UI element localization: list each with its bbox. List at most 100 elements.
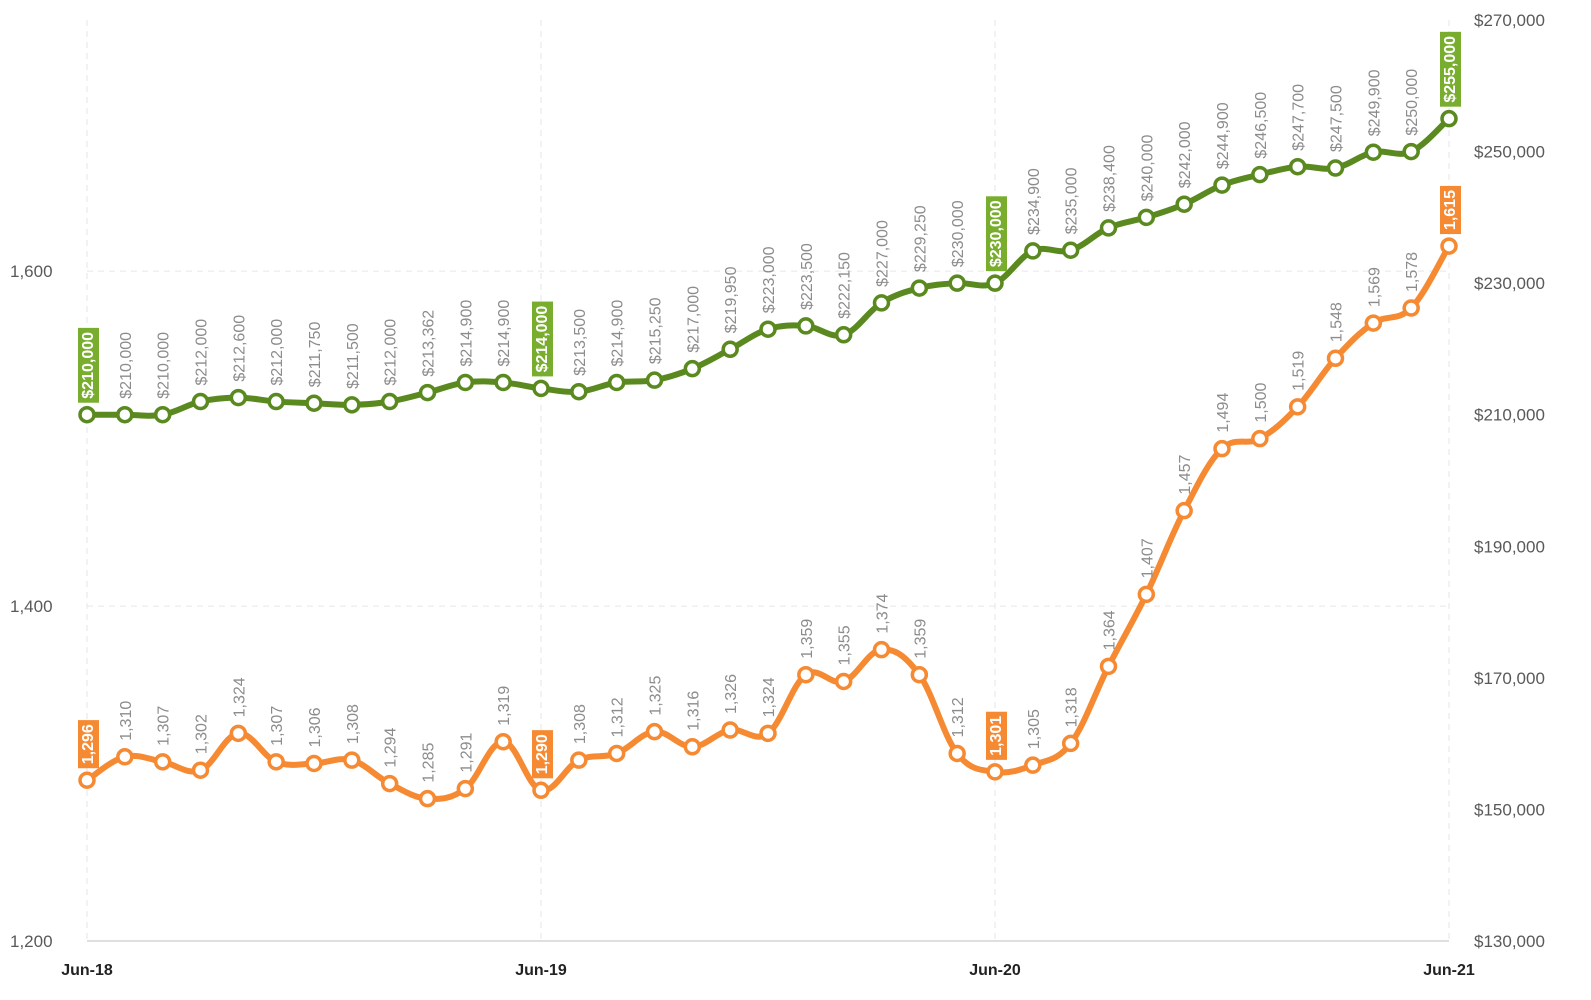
point xyxy=(116,748,134,766)
value-label: $255,000 xyxy=(1442,36,1459,103)
value-label-group: 1,306 xyxy=(307,707,324,747)
value-label: $235,000 xyxy=(1064,167,1081,234)
value-label: $211,500 xyxy=(345,323,362,389)
point xyxy=(1061,734,1080,753)
value-label-group: $211,500 xyxy=(345,323,362,389)
value-label: 1,324 xyxy=(761,677,778,717)
point xyxy=(570,751,588,769)
value-label-group: 1,319 xyxy=(496,686,513,726)
point xyxy=(986,274,1004,292)
value-label: 1,307 xyxy=(269,706,286,746)
point xyxy=(1251,165,1269,184)
point xyxy=(267,392,285,411)
value-label: 1,359 xyxy=(799,619,816,659)
value-label-group: 1,494 xyxy=(1215,393,1232,433)
value-label: 1,374 xyxy=(875,593,892,633)
point xyxy=(1137,585,1156,604)
value-label: $223,500 xyxy=(799,243,816,310)
value-label: $240,000 xyxy=(1139,135,1156,202)
value-label-group: $244,900 xyxy=(1215,102,1232,169)
value-label-group: $230,000 xyxy=(986,196,1007,272)
value-label: 1,324 xyxy=(231,677,248,717)
value-label: 1,301 xyxy=(988,716,1005,756)
value-label-group: $234,900 xyxy=(1026,168,1043,235)
point xyxy=(872,294,891,312)
point xyxy=(872,640,891,659)
value-label: 1,316 xyxy=(685,691,702,731)
value-label-group: $242,000 xyxy=(1177,121,1194,188)
value-label: $238,400 xyxy=(1102,145,1119,212)
value-label-box xyxy=(986,196,1007,272)
value-label-box xyxy=(986,711,1007,760)
value-label: 1,318 xyxy=(1064,687,1081,727)
value-label-group: $210,000 xyxy=(78,327,99,403)
value-label-group: $235,000 xyxy=(1064,167,1081,234)
point xyxy=(532,781,550,800)
point xyxy=(229,724,248,743)
y2-tick-label: $270,000 xyxy=(1474,11,1545,30)
value-label-group: 1,548 xyxy=(1329,302,1346,342)
point xyxy=(797,665,815,684)
value-label-group: $219,950 xyxy=(723,266,740,333)
point xyxy=(153,405,172,424)
value-label: 1,569 xyxy=(1366,267,1383,307)
value-label: $244,900 xyxy=(1215,102,1232,169)
point xyxy=(1288,157,1307,176)
point xyxy=(834,672,853,691)
value-label-group: 1,500 xyxy=(1253,382,1270,422)
value-label-group: 1,324 xyxy=(231,677,248,717)
value-label-group: 1,324 xyxy=(761,677,778,717)
value-label: $242,000 xyxy=(1177,121,1194,188)
value-label-group: $222,150 xyxy=(837,252,854,319)
value-label: 1,615 xyxy=(1442,190,1459,230)
y-tick-label: 1,400 xyxy=(10,597,53,616)
value-label-group: 1,294 xyxy=(383,727,400,767)
value-label-group: $230,000 xyxy=(950,200,967,267)
value-label-group: $247,500 xyxy=(1329,85,1346,152)
value-label-box xyxy=(532,730,553,779)
value-label-group: 1,457 xyxy=(1177,455,1194,495)
value-label: 1,578 xyxy=(1404,252,1421,292)
value-label: $212,600 xyxy=(231,315,248,382)
value-label-group: 1,578 xyxy=(1404,252,1421,292)
value-label-group: $213,362 xyxy=(421,310,438,377)
value-label: 1,302 xyxy=(194,714,211,754)
point xyxy=(1213,176,1231,194)
value-label-box xyxy=(532,301,553,377)
point xyxy=(191,392,210,411)
value-label-group: 1,285 xyxy=(421,743,438,783)
point xyxy=(153,753,172,771)
point xyxy=(1326,349,1345,368)
value-label-group: $210,000 xyxy=(156,332,173,399)
point xyxy=(1402,142,1420,161)
point xyxy=(305,754,323,773)
value-label-group: $215,250 xyxy=(648,297,665,364)
value-label: 1,319 xyxy=(496,686,513,726)
value-label: 1,548 xyxy=(1329,302,1346,342)
point xyxy=(1137,208,1156,227)
value-label: $247,500 xyxy=(1329,85,1346,152)
value-label-group: $217,000 xyxy=(685,286,702,353)
point xyxy=(1061,241,1080,259)
value-label: 1,494 xyxy=(1215,393,1232,433)
value-label: $214,900 xyxy=(610,300,627,367)
value-label-group: $214,900 xyxy=(458,300,475,367)
value-label: $215,250 xyxy=(648,297,665,364)
value-label-group: $247,700 xyxy=(1291,84,1308,151)
value-label-group: $214,900 xyxy=(610,300,627,367)
point xyxy=(834,326,853,344)
point xyxy=(721,721,739,739)
value-label-group: 1,290 xyxy=(532,730,553,779)
value-label: 1,500 xyxy=(1253,382,1270,422)
point xyxy=(1326,159,1345,177)
value-label-group: $212,600 xyxy=(231,315,248,382)
point xyxy=(570,382,588,401)
value-label: $213,500 xyxy=(572,309,589,376)
point xyxy=(948,274,966,292)
point xyxy=(645,371,664,389)
value-label: 1,285 xyxy=(421,743,438,783)
value-label-group: 1,305 xyxy=(1026,709,1043,749)
value-label: 1,294 xyxy=(383,727,400,767)
value-label: 1,326 xyxy=(723,674,740,714)
value-label-group: $211,750 xyxy=(307,322,324,388)
